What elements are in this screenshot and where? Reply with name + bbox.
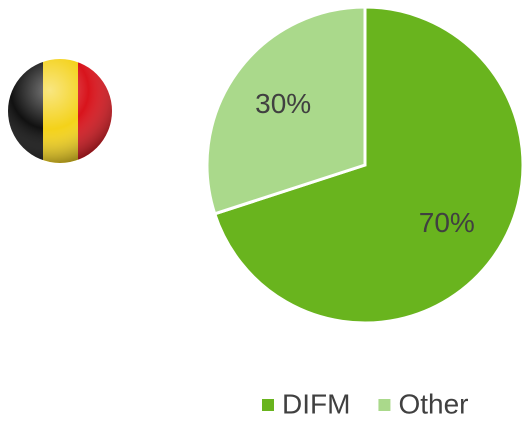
legend-label: DIFM <box>282 388 350 419</box>
pie-slice <box>212 5 525 325</box>
legend-label: Other <box>398 388 468 419</box>
data-label: 70% <box>419 207 475 238</box>
legend-swatch <box>378 399 391 411</box>
legend-swatch <box>262 399 274 411</box>
legend: DIFM Other <box>262 388 468 419</box>
pie: 70% 30% <box>205 5 525 325</box>
flag-icon <box>8 59 112 163</box>
pie-slice <box>205 5 367 216</box>
data-label: 30% <box>255 88 311 119</box>
